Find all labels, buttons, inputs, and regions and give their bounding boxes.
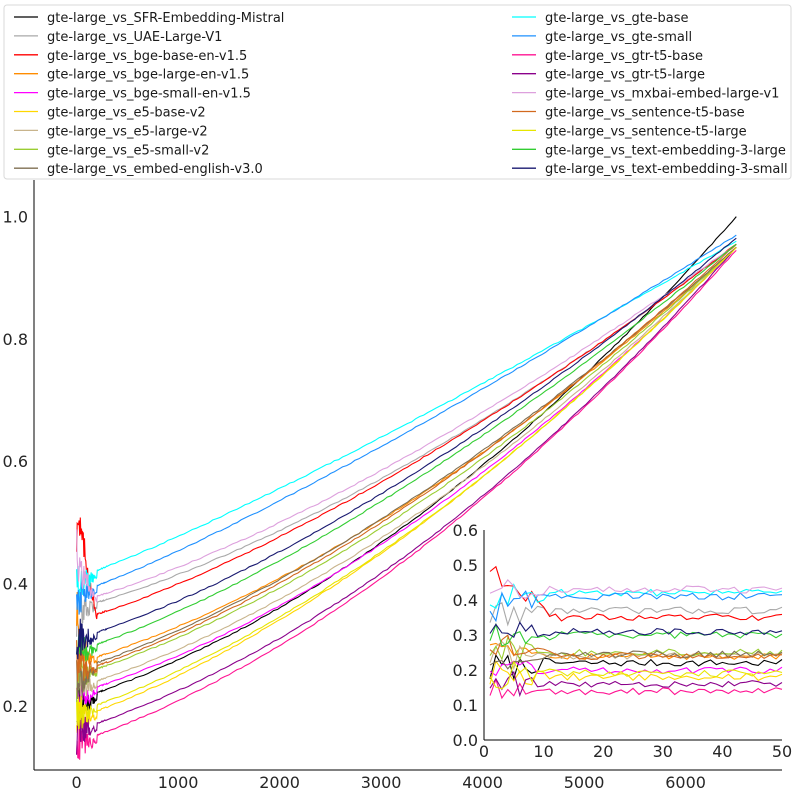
legend-label: gte-large_vs_gtr-t5-large xyxy=(545,68,705,83)
inset-x-tick-label: 0 xyxy=(479,742,489,761)
legend-label: gte-large_vs_e5-small-v2 xyxy=(47,143,209,158)
inset-series-line xyxy=(489,653,783,681)
main-x-tick-label: 2000 xyxy=(259,773,300,792)
main-x-tick-label: 4000 xyxy=(462,773,503,792)
inset-y-tick-label: 0.0 xyxy=(453,731,478,750)
main-series-line xyxy=(76,234,737,615)
main-y-tick-label: 0.6 xyxy=(3,452,28,471)
inset-x-tick-label: 10 xyxy=(533,742,553,761)
main-x-ticks: 0 1000 2000 3000 4000 5000 6000 xyxy=(72,773,706,792)
main-series-line xyxy=(76,243,737,603)
inset-series-line xyxy=(489,621,783,639)
main-axes: 0.2 0.4 0.6 0.8 1.0 0 1000 2000 3000 4000 5000 600… xyxy=(3,180,782,792)
inset-y-tick-label: 0.5 xyxy=(453,556,478,575)
legend-label: gte-large_vs_e5-large-v2 xyxy=(47,124,208,139)
main-y-tick-label: 0.2 xyxy=(3,697,28,716)
main-y-tick-label: 1.0 xyxy=(3,208,28,227)
legend-label: gte-large_vs_bge-small-en-v1.5 xyxy=(47,87,251,102)
main-y-tick-label: 0.4 xyxy=(3,575,28,594)
inset-x-tick-label: 50 xyxy=(772,742,792,761)
inset-series-line xyxy=(489,660,783,690)
legend: gte-large_vs_SFR-Embedding-Mistral gte-la… xyxy=(3,4,792,180)
inset-y-tick-label: 0.4 xyxy=(453,591,478,610)
legend-label: gte-large_vs_e5-base-v2 xyxy=(47,106,206,121)
inset-x-tick-label: 30 xyxy=(653,742,673,761)
legend-frame xyxy=(3,4,792,180)
inset-series-line xyxy=(489,677,783,700)
main-series-line xyxy=(76,237,737,660)
inset-y-tick-label: 0.6 xyxy=(453,521,478,540)
main-x-tick-label: 1000 xyxy=(158,773,199,792)
main-series-line xyxy=(76,246,737,667)
main-series-line xyxy=(76,246,737,755)
main-x-tick-label: 5000 xyxy=(564,773,605,792)
inset-background xyxy=(484,530,782,740)
inset-x-tick-label: 20 xyxy=(593,742,613,761)
main-series-line xyxy=(76,216,737,727)
legend-label: gte-large_vs_bge-base-en-v1.5 xyxy=(47,49,247,64)
inset-y-tick-label: 0.2 xyxy=(453,661,478,680)
inset-series-line xyxy=(489,660,783,686)
main-x-tick-label: 0 xyxy=(72,773,82,792)
legend-label: gte-large_vs_text-embedding-3-large xyxy=(545,143,786,158)
legend-label: gte-large_vs_sentence-t5-base xyxy=(545,106,745,121)
legend-label: gte-large_vs_SFR-Embedding-Mistral xyxy=(47,11,284,26)
legend-label: gte-large_vs_bge-large-en-v1.5 xyxy=(47,68,249,83)
legend-items: gte-large_vs_SFR-Embedding-Mistral gte-la… xyxy=(14,11,788,177)
main-series-lines xyxy=(76,216,737,760)
legend-label: gte-large_vs_gte-base xyxy=(545,11,688,26)
inset-series-line xyxy=(489,636,783,662)
main-y-tick-label: 0.8 xyxy=(3,330,28,349)
main-x-tick-label: 6000 xyxy=(665,773,706,792)
inset-series-line xyxy=(489,670,783,698)
main-series-line xyxy=(76,246,737,714)
inset-series-line xyxy=(489,583,783,609)
main-series-line xyxy=(76,250,737,760)
inset-series-line xyxy=(489,640,783,671)
main-x-tick-label: 3000 xyxy=(361,773,402,792)
main-series-line xyxy=(76,246,737,702)
inset-y-ticks: 0.0 0.1 0.2 0.3 0.4 0.5 0.6 xyxy=(453,521,478,750)
inset-y-tick-label: 0.1 xyxy=(453,696,478,715)
main-series-line xyxy=(76,243,737,620)
inset-x-ticks: 0 10 20 30 40 50 xyxy=(479,742,792,761)
main-y-ticks: 0.2 0.4 0.6 0.8 1.0 xyxy=(3,208,28,716)
inset-series-line xyxy=(489,650,783,670)
main-series-line xyxy=(76,247,737,729)
legend-label: gte-large_vs_gte-small xyxy=(545,30,692,45)
legend-label: gte-large_vs_sentence-t5-large xyxy=(545,124,747,139)
inset-series-line xyxy=(489,601,783,627)
legend-label: gte-large_vs_mxbai-embed-large-v1 xyxy=(545,87,779,102)
main-series-line xyxy=(76,243,737,682)
inset-series-line xyxy=(489,579,783,599)
inset-axes: 0.0 0.1 0.2 0.3 0.4 0.5 0.6 0 10 20 30 40 50 xyxy=(453,521,793,761)
inset-series-line xyxy=(489,622,783,647)
inset-series-lines xyxy=(489,565,783,700)
main-series-line xyxy=(76,243,737,662)
inset-series-line xyxy=(489,634,783,660)
legend-label: gte-large_vs_embed-english-v3.0 xyxy=(47,162,263,177)
inset-x-tick-label: 40 xyxy=(712,742,732,761)
legend-label: gte-large_vs_UAE-Large-V1 xyxy=(47,30,222,45)
legend-label: gte-large_vs_text-embedding-3-small xyxy=(545,162,788,177)
legend-label: gte-large_vs_gtr-t5-base xyxy=(545,49,703,64)
inset-y-tick-label: 0.3 xyxy=(453,626,478,645)
